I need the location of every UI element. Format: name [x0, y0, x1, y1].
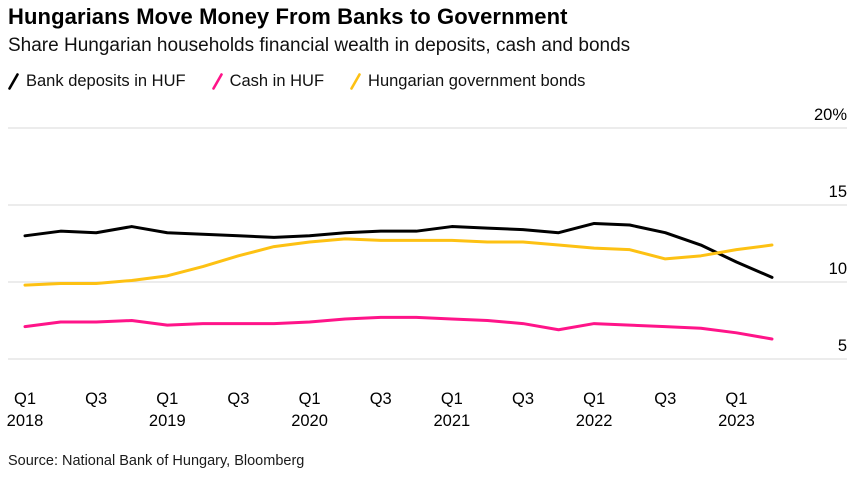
svg-text:Q1: Q1	[725, 390, 747, 408]
svg-text:2019: 2019	[149, 412, 186, 430]
svg-text:Q3: Q3	[85, 390, 107, 408]
svg-text:Q1: Q1	[299, 390, 321, 408]
svg-text:Q1: Q1	[441, 390, 463, 408]
svg-text:15: 15	[829, 183, 847, 201]
svg-text:Q3: Q3	[654, 390, 676, 408]
svg-text:2023: 2023	[718, 412, 755, 430]
legend-item-government-bonds: Hungarian government bonds	[350, 72, 585, 91]
svg-text:5: 5	[838, 337, 847, 355]
svg-text:Q3: Q3	[227, 390, 249, 408]
svg-text:10: 10	[829, 260, 847, 278]
line-key-icon	[8, 73, 19, 90]
line-key-icon	[211, 73, 223, 90]
source-text: Source: National Bank of Hungary, Bloomb…	[8, 453, 305, 469]
line-key-icon	[350, 73, 361, 90]
legend-item-cash: Cash in HUF	[211, 72, 325, 91]
svg-text:2022: 2022	[576, 412, 613, 430]
svg-text:Q1: Q1	[14, 390, 36, 408]
svg-text:20%: 20%	[814, 106, 847, 124]
svg-text:Q3: Q3	[512, 390, 534, 408]
svg-text:2020: 2020	[291, 412, 328, 430]
line-chart: 20% 15 10 5 Q1 2018 Q3 Q1 2019 Q3 Q1 2020 Q3 Q1 2021 Q3…	[7, 106, 848, 430]
legend-item-bank-deposits: Bank deposits in HUF	[8, 72, 186, 91]
svg-text:2021: 2021	[433, 412, 470, 430]
svg-text:Q1: Q1	[156, 390, 178, 408]
legend-label: Hungarian government bonds	[368, 72, 586, 90]
legend-label: Cash in HUF	[229, 72, 325, 90]
svg-text:2018: 2018	[7, 412, 44, 430]
page-subtitle: Share Hungarian households financial wea…	[8, 35, 631, 56]
page-title: Hungarians Move Money From Banks to Gove…	[8, 4, 568, 29]
legend-label: Bank deposits in HUF	[26, 72, 186, 90]
svg-text:Q1: Q1	[583, 390, 605, 408]
chart-legend: Bank deposits in HUF Cash in HUF Hungari…	[8, 72, 585, 91]
svg-text:Q3: Q3	[370, 390, 392, 408]
